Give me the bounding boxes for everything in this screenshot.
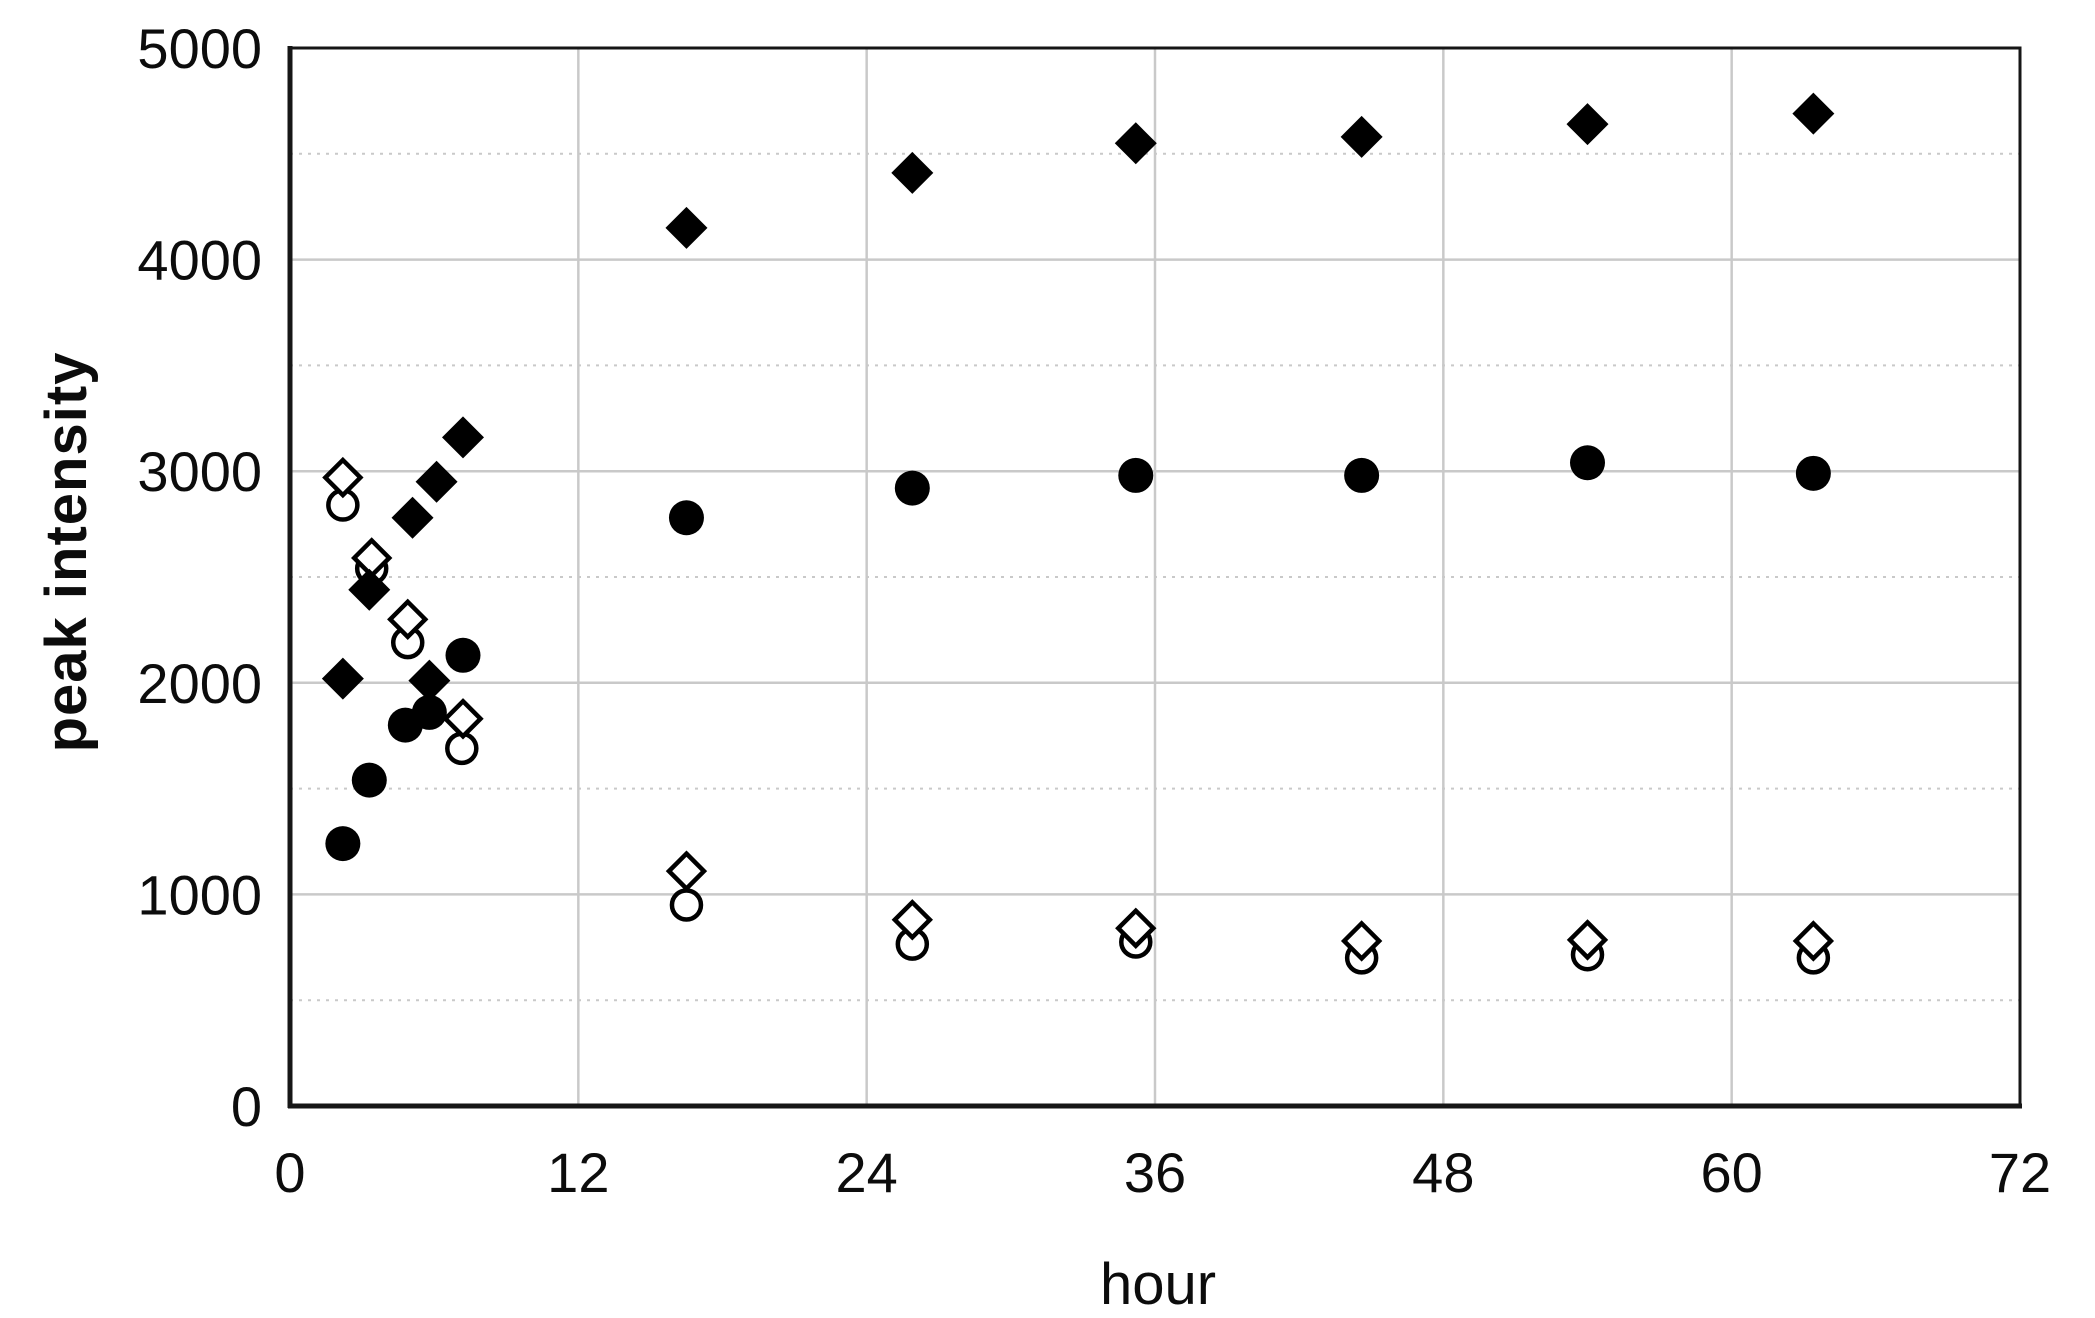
x-axis-title: hour (1099, 1252, 1217, 1317)
x-tick-label: 60 (1701, 1141, 1763, 1204)
open-diamond-marker (322, 456, 364, 499)
y-tick-label: 4000 (137, 229, 262, 292)
filled-diamond-marker (408, 659, 451, 702)
x-tick-label: 72 (1989, 1141, 2051, 1204)
filled-circle-marker (1795, 455, 1831, 491)
filled-diamond-marker (321, 657, 364, 700)
open-diamond-marker (1792, 920, 1835, 962)
open-diamond-marker (1566, 919, 1609, 961)
filled-diamond-marker (1114, 122, 1157, 165)
filled-diamond-marker (348, 568, 391, 611)
open-diamond-marker (665, 850, 708, 892)
series-filled-circle (325, 445, 1831, 862)
tick-labels: 0 1000 2000 3000 4000 5000 0 12 24 36 48 60 72 (137, 17, 2051, 1204)
x-tick-label: 12 (547, 1141, 609, 1204)
filled-diamond-marker (665, 206, 708, 249)
filled-circle-marker (1570, 445, 1605, 481)
y-tick-label: 0 (231, 1075, 262, 1138)
x-tick-label: 48 (1412, 1141, 1474, 1204)
x-tick-label: 0 (274, 1141, 305, 1204)
filled-diamond-marker (1566, 103, 1609, 146)
filled-diamond-marker (1340, 115, 1383, 158)
y-tick-label: 5000 (137, 17, 262, 80)
filled-diamond-marker (391, 496, 434, 539)
y-tick-label: 3000 (137, 440, 262, 503)
filled-circle-marker (445, 637, 481, 673)
axes (287, 46, 2022, 1109)
filled-circle-marker (411, 694, 447, 730)
series-open-diamond (322, 456, 1835, 962)
y-tick-label: 2000 (137, 652, 262, 715)
filled-circle-marker (325, 826, 361, 862)
filled-circle-marker (1344, 457, 1380, 493)
filled-circle-marker (668, 500, 704, 536)
open-circle-marker (669, 888, 704, 922)
y-tick-label: 1000 (137, 863, 262, 926)
open-diamond-marker (891, 899, 934, 941)
filled-circle-marker (351, 762, 387, 798)
filled-diamond-marker (1792, 92, 1835, 135)
open-diamond-marker (1115, 907, 1157, 949)
open-diamond-marker (1340, 920, 1383, 962)
series-filled-diamond (321, 92, 1835, 702)
y-axis-title: peak intensity (34, 351, 99, 753)
x-tick-label: 36 (1124, 1141, 1186, 1204)
open-diamond-marker (442, 698, 484, 740)
filled-diamond-marker (415, 460, 458, 503)
filled-circle-marker (1118, 457, 1154, 493)
gridlines (290, 48, 2020, 1106)
filled-diamond-marker (891, 151, 934, 194)
filled-diamond-marker (442, 416, 484, 459)
open-diamond-marker (387, 598, 429, 641)
x-tick-label: 24 (836, 1141, 898, 1204)
filled-circle-marker (894, 470, 930, 506)
